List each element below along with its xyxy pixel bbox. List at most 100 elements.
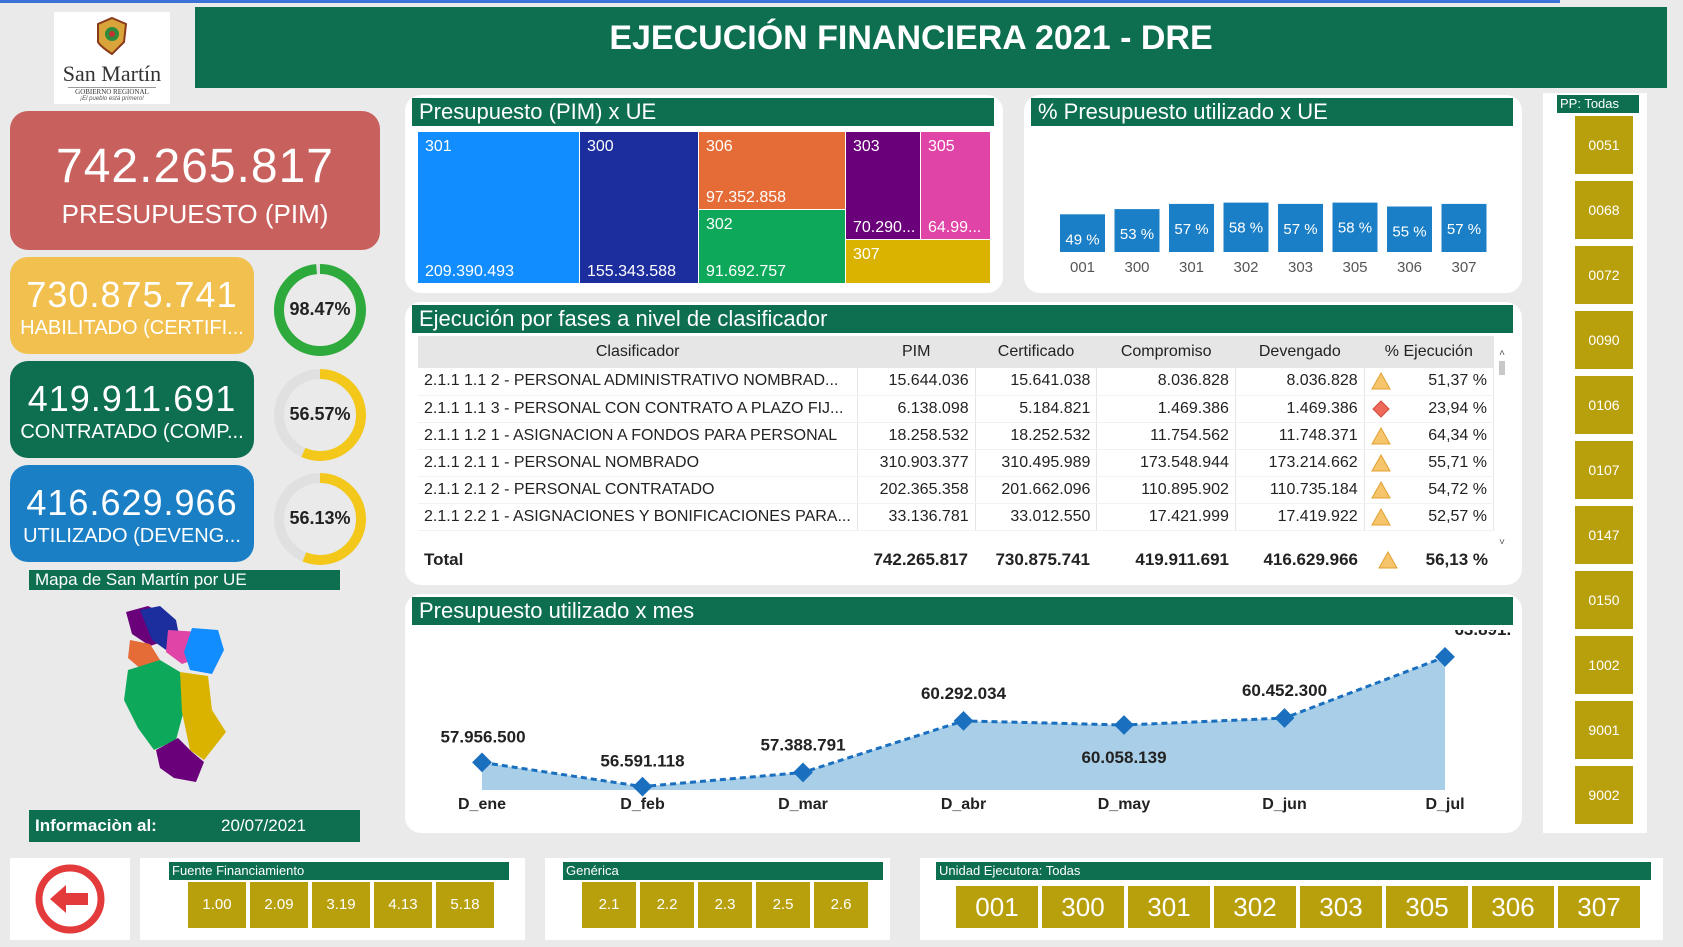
scroll-thumb[interactable] xyxy=(1499,361,1505,375)
info-date: 20/07/2021 xyxy=(221,816,307,835)
bar-category-label: 303 xyxy=(1288,259,1313,276)
fuente-slicer-item-5.18[interactable]: 5.18 xyxy=(434,880,496,930)
map-region-yellow[interactable] xyxy=(180,672,226,760)
ue-slicer-item-306[interactable]: 306 xyxy=(1470,884,1556,930)
treemap-cell-300[interactable]: 300 155.343.588 xyxy=(580,132,698,283)
pp-slicer-item-0150[interactable]: 0150 xyxy=(1573,569,1635,631)
treemap-cell-305[interactable]: 305 64.99... xyxy=(921,132,990,239)
scroll-up-icon[interactable]: ˄ xyxy=(1499,348,1505,359)
map-region-violet[interactable] xyxy=(156,738,204,782)
generica-slicer-item-2.2[interactable]: 2.2 xyxy=(638,880,696,930)
point-D_mar[interactable] xyxy=(793,762,813,783)
treemap-cell-value: 209.390.493 xyxy=(425,263,514,280)
ue-slicer-item-301[interactable]: 301 xyxy=(1126,884,1212,930)
point-data-label: 63.891.083 xyxy=(1454,630,1512,639)
col-pim[interactable]: PIM xyxy=(857,336,976,368)
table-row[interactable]: 2.1.1 1.1 3 - PERSONAL CON CONTRATO A PL… xyxy=(418,395,1494,423)
bar-307[interactable] xyxy=(1441,203,1487,252)
table-row[interactable]: 2.1.1 1.1 2 - PERSONAL ADMINISTRATIVO NO… xyxy=(418,368,1494,396)
pp-slicer-item-0090[interactable]: 0090 xyxy=(1573,309,1635,371)
col-ejecucion[interactable]: % Ejecución xyxy=(1364,336,1494,368)
bar-category-label: 301 xyxy=(1179,259,1204,276)
ue-slicer-item-303[interactable]: 303 xyxy=(1298,884,1384,930)
bar-panel xyxy=(1024,95,1522,293)
pp-slicer-item-0051[interactable]: 0051 xyxy=(1573,114,1635,176)
ue-slicer-item-305[interactable]: 305 xyxy=(1384,884,1470,930)
pp-slicer-item-1002[interactable]: 1002 xyxy=(1573,634,1635,696)
donut-habilitado: 98.47% xyxy=(272,262,368,358)
x-tick-label: D_jul xyxy=(1425,796,1464,813)
map-region-blue[interactable] xyxy=(184,628,224,674)
treemap-cell-label: 301 xyxy=(425,138,452,155)
treemap-cell-303[interactable]: 303 70.290... xyxy=(846,132,920,239)
bar-306[interactable] xyxy=(1387,206,1432,253)
pct-value: 52,57 % xyxy=(1428,507,1487,525)
cell-pim: 310.903.377 xyxy=(857,449,976,477)
pp-slicer-item-0106[interactable]: 0106 xyxy=(1573,374,1635,436)
col-compromiso[interactable]: Compromiso xyxy=(1096,336,1236,368)
treemap-cell-302[interactable]: 302 91.692.757 xyxy=(699,210,845,283)
point-D_feb[interactable] xyxy=(632,776,653,797)
table-row[interactable]: 2.1.1 1.2 1 - ASIGNACION A FONDOS PARA P… xyxy=(418,422,1494,450)
warning-icon xyxy=(1370,480,1391,498)
treemap-cell-value: 91.692.757 xyxy=(706,263,787,280)
cell-cert: 33.012.550 xyxy=(975,503,1098,531)
generica-slicer-item-2.3[interactable]: 2.3 xyxy=(696,880,754,930)
col-clasificador[interactable]: Clasificador xyxy=(418,336,858,368)
table-scrollbar[interactable]: ˄ ˅ xyxy=(1497,348,1507,548)
col-devengado[interactable]: Devengado xyxy=(1235,336,1365,368)
generica-slicer-item-2.5[interactable]: 2.5 xyxy=(754,880,812,930)
bar-data-label: 57 % xyxy=(1174,221,1208,238)
treemap-cell-306[interactable]: 306 97.352.858 xyxy=(699,132,845,209)
table-row[interactable]: 2.1.1 2.1 2 - PERSONAL CONTRATADO 202.365… xyxy=(418,476,1494,504)
scroll-down-icon[interactable]: ˅ xyxy=(1499,537,1505,548)
pp-slicer-item-0107[interactable]: 0107 xyxy=(1573,439,1635,501)
ue-slicer-item-302[interactable]: 302 xyxy=(1212,884,1298,930)
cell-pim: 6.138.098 xyxy=(857,395,976,423)
page-header: EJECUCIÓN FINANCIERA 2021 - DRE xyxy=(195,7,1667,88)
pp-slicer-item-0072[interactable]: 0072 xyxy=(1573,244,1635,306)
table-title: Ejecución por fases a nivel de clasifica… xyxy=(412,305,1513,333)
bar-305[interactable] xyxy=(1332,202,1378,252)
map-region-green[interactable] xyxy=(124,660,184,750)
pp-slicer-item-0147[interactable]: 0147 xyxy=(1573,504,1635,566)
bar-303[interactable] xyxy=(1278,203,1323,252)
table-row[interactable]: 2.1.1 2.2 1 - ASIGNACIONES Y BONIFICACIO… xyxy=(418,503,1494,531)
point-D_ene[interactable] xyxy=(472,752,492,773)
point-D_jun[interactable] xyxy=(1274,708,1295,728)
fuente-slicer-item-4.13[interactable]: 4.13 xyxy=(372,880,434,930)
treemap-cell-301[interactable]: 301 209.390.493 xyxy=(418,132,579,283)
generica-slicer-item-2.6[interactable]: 2.6 xyxy=(812,880,870,930)
ue-slicer-item-307[interactable]: 307 xyxy=(1556,884,1642,930)
kpi-contratado-value: 419.911.691 xyxy=(27,378,237,419)
col-certificado[interactable]: Certificado xyxy=(975,336,1097,368)
generica-slicer-item-2.1[interactable]: 2.1 xyxy=(580,880,638,930)
kpi-habilitado-card: 730.875.741 HABILITADO (CERTIFI... xyxy=(10,257,254,354)
treemap-cell-value: 97.352.858 xyxy=(706,189,787,206)
san-martin-map[interactable] xyxy=(120,600,250,785)
point-data-label: 60.452.300 xyxy=(1242,681,1327,700)
bar-300[interactable] xyxy=(1114,209,1160,252)
bar-001[interactable] xyxy=(1060,214,1105,252)
point-D_may[interactable] xyxy=(1114,715,1134,735)
bar-302[interactable] xyxy=(1223,202,1269,252)
point-D_jul[interactable] xyxy=(1435,647,1455,667)
kpi-utilizado-value: 416.629.966 xyxy=(26,482,238,523)
donut-utilizado-pct: 56.13% xyxy=(289,508,351,528)
treemap-cell-307[interactable]: 307 xyxy=(846,240,990,283)
fuente-slicer-item-1.00[interactable]: 1.00 xyxy=(186,880,248,930)
fuente-slicer-item-2.09[interactable]: 2.09 xyxy=(248,880,310,930)
x-tick-label: D_ene xyxy=(458,796,506,813)
pp-slicer-item-0068[interactable]: 0068 xyxy=(1573,179,1635,241)
fuente-slicer-item-3.19[interactable]: 3.19 xyxy=(310,880,372,930)
ue-slicer-item-001[interactable]: 001 xyxy=(954,884,1040,930)
pp-slicer-item-9001[interactable]: 9001 xyxy=(1573,699,1635,761)
pp-slicer-item-9002[interactable]: 9002 xyxy=(1573,764,1635,826)
point-data-label: 57.956.500 xyxy=(440,727,525,746)
total-comp: 419.911.691 xyxy=(1135,550,1229,569)
table-row[interactable]: 2.1.1 2.1 1 - PERSONAL NOMBRADO 310.903.3… xyxy=(418,449,1494,477)
ue-slicer-item-300[interactable]: 300 xyxy=(1040,884,1126,930)
back-arrow-icon[interactable] xyxy=(34,863,106,935)
cell-pct: 64,34 % xyxy=(1364,422,1494,450)
bar-301[interactable] xyxy=(1169,203,1214,252)
